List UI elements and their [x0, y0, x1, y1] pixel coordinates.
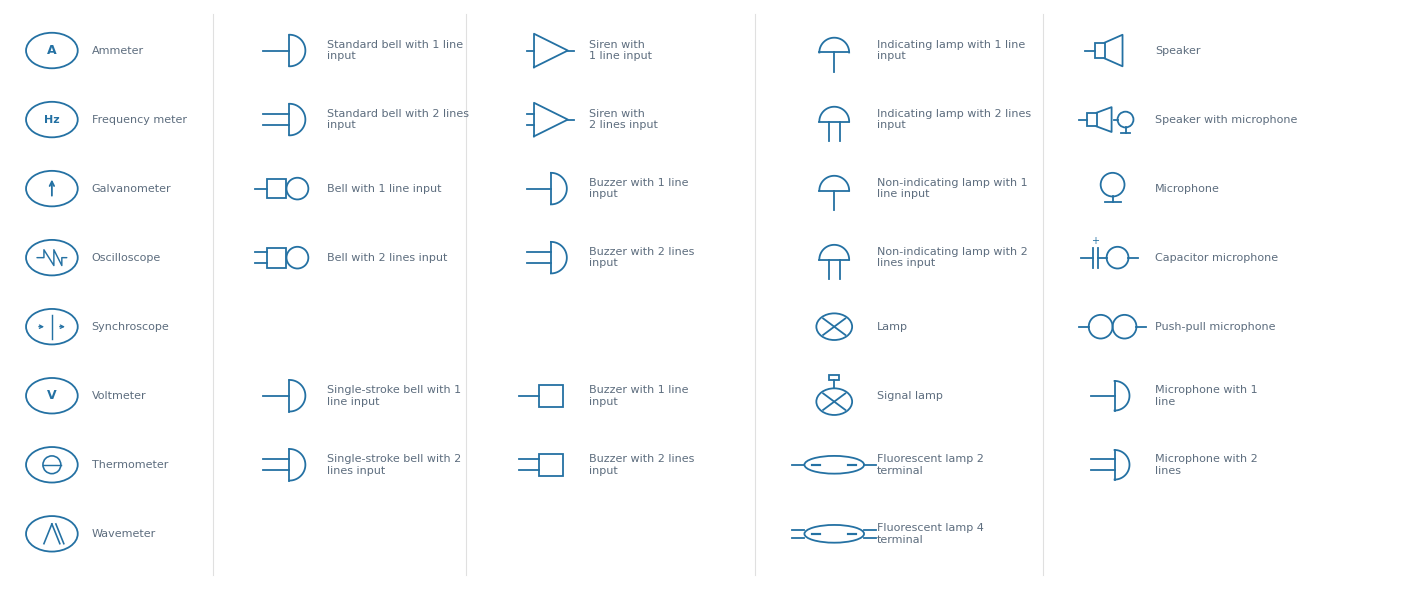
Text: Indicating lamp with 1 line
input: Indicating lamp with 1 line input [877, 40, 1025, 62]
Text: Wavemeter: Wavemeter [92, 529, 155, 539]
Text: Standard bell with 1 line
input: Standard bell with 1 line input [328, 40, 463, 62]
Text: Buzzer with 2 lines
input: Buzzer with 2 lines input [589, 454, 695, 476]
Text: Microphone with 1
line: Microphone with 1 line [1155, 385, 1258, 407]
Bar [267, 179, 287, 199]
Text: Single-stroke bell with 2
lines input: Single-stroke bell with 2 lines input [328, 454, 462, 476]
Bar [539, 385, 563, 407]
Text: Non-indicating lamp with 2
lines input: Non-indicating lamp with 2 lines input [877, 247, 1028, 269]
Text: Signal lamp: Signal lamp [877, 391, 943, 401]
Text: Synchroscope: Synchroscope [92, 322, 169, 332]
Text: Galvanometer: Galvanometer [92, 183, 171, 194]
Text: A: A [47, 44, 56, 57]
Text: Buzzer with 2 lines
input: Buzzer with 2 lines input [589, 247, 695, 269]
Text: Non-indicating lamp with 1
line input: Non-indicating lamp with 1 line input [877, 178, 1028, 199]
Text: Hz: Hz [44, 114, 59, 125]
Text: Speaker with microphone: Speaker with microphone [1155, 114, 1298, 125]
Text: Speaker: Speaker [1155, 46, 1200, 55]
Text: Buzzer with 1 line
input: Buzzer with 1 line input [589, 178, 688, 199]
Text: Voltmeter: Voltmeter [92, 391, 147, 401]
Text: Indicating lamp with 2 lines
input: Indicating lamp with 2 lines input [877, 109, 1031, 130]
Bar [267, 248, 287, 267]
Text: V: V [47, 389, 56, 402]
Text: Capacitor microphone: Capacitor microphone [1155, 253, 1278, 262]
Text: Siren with
2 lines input: Siren with 2 lines input [589, 109, 658, 130]
Text: Ammeter: Ammeter [92, 46, 144, 55]
Text: Microphone: Microphone [1155, 183, 1220, 194]
Text: Microphone with 2
lines: Microphone with 2 lines [1155, 454, 1258, 476]
Text: Thermometer: Thermometer [92, 460, 168, 470]
Bar [829, 375, 839, 381]
Text: Buzzer with 1 line
input: Buzzer with 1 line input [589, 385, 688, 407]
Text: Lamp: Lamp [877, 322, 908, 332]
Text: Bell with 1 line input: Bell with 1 line input [328, 183, 442, 194]
Text: Fluorescent lamp 4
terminal: Fluorescent lamp 4 terminal [877, 523, 984, 544]
Text: Siren with
1 line input: Siren with 1 line input [589, 40, 652, 62]
Bar [1094, 43, 1104, 58]
Text: +: + [1091, 236, 1099, 246]
Text: Single-stroke bell with 1
line input: Single-stroke bell with 1 line input [328, 385, 462, 407]
Text: Standard bell with 2 lines
input: Standard bell with 2 lines input [328, 109, 469, 130]
Text: Frequency meter: Frequency meter [92, 114, 186, 125]
Bar [539, 454, 563, 476]
Text: Oscilloscope: Oscilloscope [92, 253, 161, 262]
Text: Push-pull microphone: Push-pull microphone [1155, 322, 1276, 332]
Bar [1087, 113, 1097, 127]
Text: Fluorescent lamp 2
terminal: Fluorescent lamp 2 terminal [877, 454, 984, 476]
Text: Bell with 2 lines input: Bell with 2 lines input [328, 253, 448, 262]
